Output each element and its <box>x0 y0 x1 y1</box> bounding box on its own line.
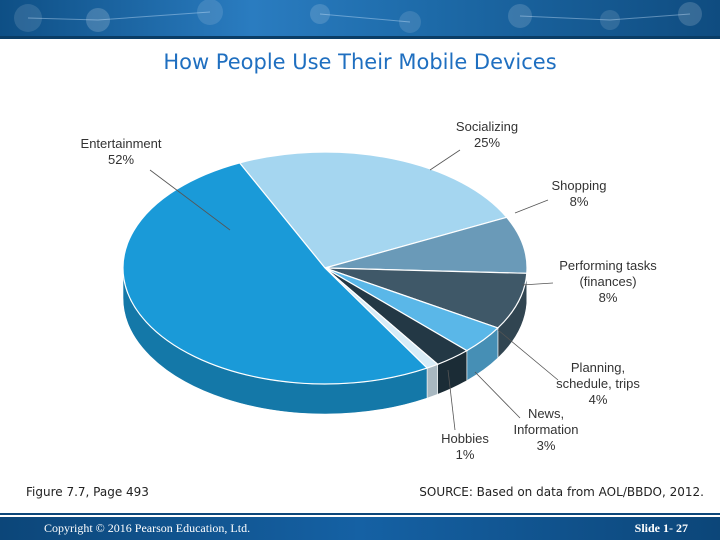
slide-number: Slide 1- 27 <box>634 521 688 535</box>
copyright-text: Copyright © 2016 Pearson Education, Ltd. <box>44 521 251 535</box>
pie-side-hobbies <box>426 363 438 399</box>
slice-label-performing-tasks-finances: Performing tasks (finances) 8% <box>559 258 657 305</box>
pie-slices <box>122 151 528 415</box>
leader-line-performing-tasks-finances <box>521 282 554 286</box>
slice-label-socializing: Socializing 25% <box>456 119 518 150</box>
pie-slice-entertainment <box>122 162 429 385</box>
figure-caption: Figure 7.7, Page 493 <box>26 485 149 499</box>
leader-line-planning-schedule-trips <box>497 329 559 381</box>
slice-label-news-information: News, Information 3% <box>513 406 578 453</box>
page-title: How People Use Their Mobile Devices <box>163 50 557 74</box>
leader-lines <box>149 149 559 431</box>
footer-bar <box>0 517 720 540</box>
slice-label-entertainment: Entertainment 52% <box>81 136 162 167</box>
banner-decoration <box>14 0 702 33</box>
pie-slice-performing-tasks-finances <box>324 267 528 329</box>
leader-line-socializing <box>429 149 461 171</box>
leader-line-news-information <box>474 371 521 419</box>
header-banner <box>0 0 720 36</box>
leader-line-hobbies <box>447 369 456 431</box>
pie-slice-socializing <box>238 151 508 269</box>
slice-label-shopping: Shopping 8% <box>552 178 607 209</box>
slice-label-planning-schedule-trips: Planning, schedule, trips 4% <box>556 360 640 407</box>
pie-slice-shopping <box>324 216 528 274</box>
source-caption: SOURCE: Based on data from AOL/BBDO, 201… <box>419 485 704 499</box>
slice-labels: Entertainment 52% Socializing 25% Shopping 8%… <box>81 119 658 462</box>
banner-rule <box>0 36 720 39</box>
slice-label-hobbies: Hobbies 1% <box>441 431 489 462</box>
leader-line-entertainment <box>149 169 231 231</box>
footer-rule <box>0 513 720 515</box>
leader-line-shopping <box>514 199 549 214</box>
